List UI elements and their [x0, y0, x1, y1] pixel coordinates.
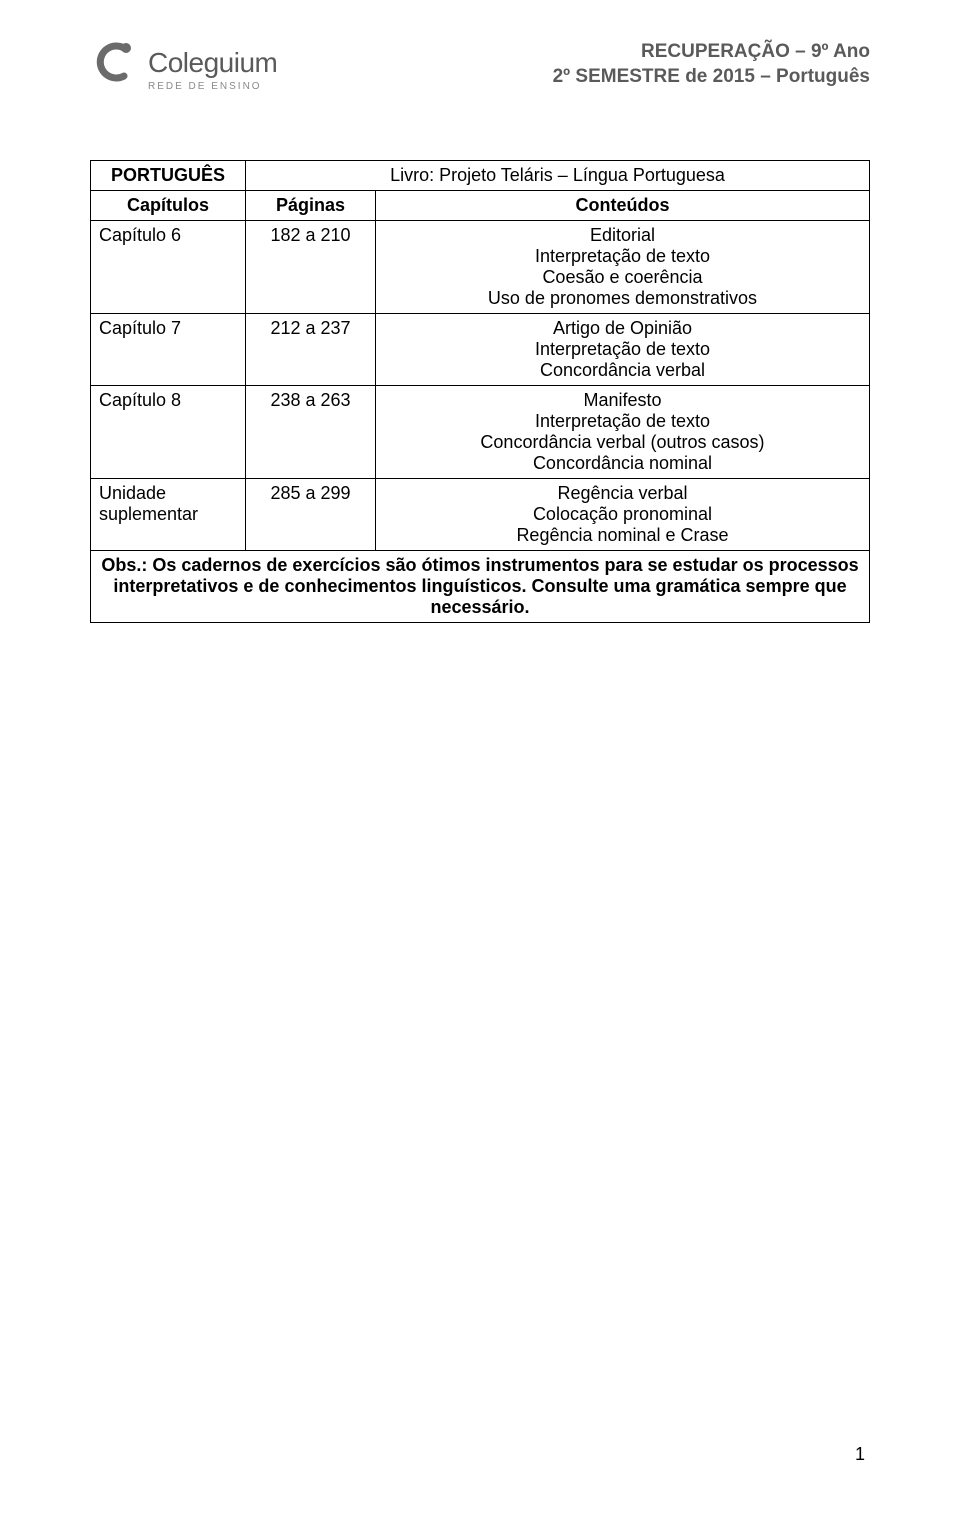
chapter-cell: Capítulo 6 — [91, 221, 246, 314]
title-line-1: RECUPERAÇÃO – 9º Ano — [553, 40, 870, 65]
table-row: Capítulo 8238 a 263ManifestoInterpretaçã… — [91, 386, 870, 479]
page-container: Coleguium REDE DE ENSINO RECUPERAÇÃO – 9… — [0, 0, 960, 1515]
title-line-2: 2º SEMESTRE de 2015 – Português — [553, 65, 870, 90]
contents-cell: Regência verbalColocação pronominalRegên… — [376, 479, 870, 551]
logo-text: Coleguium REDE DE ENSINO — [148, 49, 277, 92]
chapter-cell: Capítulo 8 — [91, 386, 246, 479]
contents-cell: ManifestoInterpretação de textoConcordân… — [376, 386, 870, 479]
table-row: Unidadesuplementar285 a 299Regência verb… — [91, 479, 870, 551]
pages-cell: 285 a 299 — [246, 479, 376, 551]
page-number: 1 — [855, 1444, 865, 1465]
subject-cell: PORTUGUÊS — [91, 161, 246, 191]
pages-cell: 212 a 237 — [246, 314, 376, 386]
logo-block: Coleguium REDE DE ENSINO — [90, 40, 277, 100]
obs-cell: Obs.: Os cadernos de exercícios são ótim… — [91, 551, 870, 623]
contents-cell: Artigo de OpiniãoInterpretação de textoC… — [376, 314, 870, 386]
chapter-cell: Unidadesuplementar — [91, 479, 246, 551]
col-header-chapters: Capítulos — [91, 191, 246, 221]
logo-name: Coleguium — [148, 49, 277, 77]
pages-cell: 182 a 210 — [246, 221, 376, 314]
subject-row: PORTUGUÊS Livro: Projeto Teláris – Língu… — [91, 161, 870, 191]
content-table: PORTUGUÊS Livro: Projeto Teláris – Língu… — [90, 160, 870, 623]
obs-row: Obs.: Os cadernos de exercícios são ótim… — [91, 551, 870, 623]
col-header-pages: Páginas — [246, 191, 376, 221]
table-row: Capítulo 6182 a 210EditorialInterpretaçã… — [91, 221, 870, 314]
col-header-contents: Conteúdos — [376, 191, 870, 221]
contents-cell: EditorialInterpretação de textoCoesão e … — [376, 221, 870, 314]
logo-subtitle: REDE DE ENSINO — [148, 81, 277, 92]
chapter-cell: Capítulo 7 — [91, 314, 246, 386]
header-columns-row: Capítulos Páginas Conteúdos — [91, 191, 870, 221]
table-row: Capítulo 7212 a 237Artigo de OpiniãoInte… — [91, 314, 870, 386]
document-title: RECUPERAÇÃO – 9º Ano 2º SEMESTRE de 2015… — [553, 40, 870, 89]
pages-cell: 238 a 263 — [246, 386, 376, 479]
header-row: Coleguium REDE DE ENSINO RECUPERAÇÃO – 9… — [90, 40, 870, 100]
book-cell: Livro: Projeto Teláris – Língua Portugue… — [246, 161, 870, 191]
logo-icon — [90, 40, 140, 100]
